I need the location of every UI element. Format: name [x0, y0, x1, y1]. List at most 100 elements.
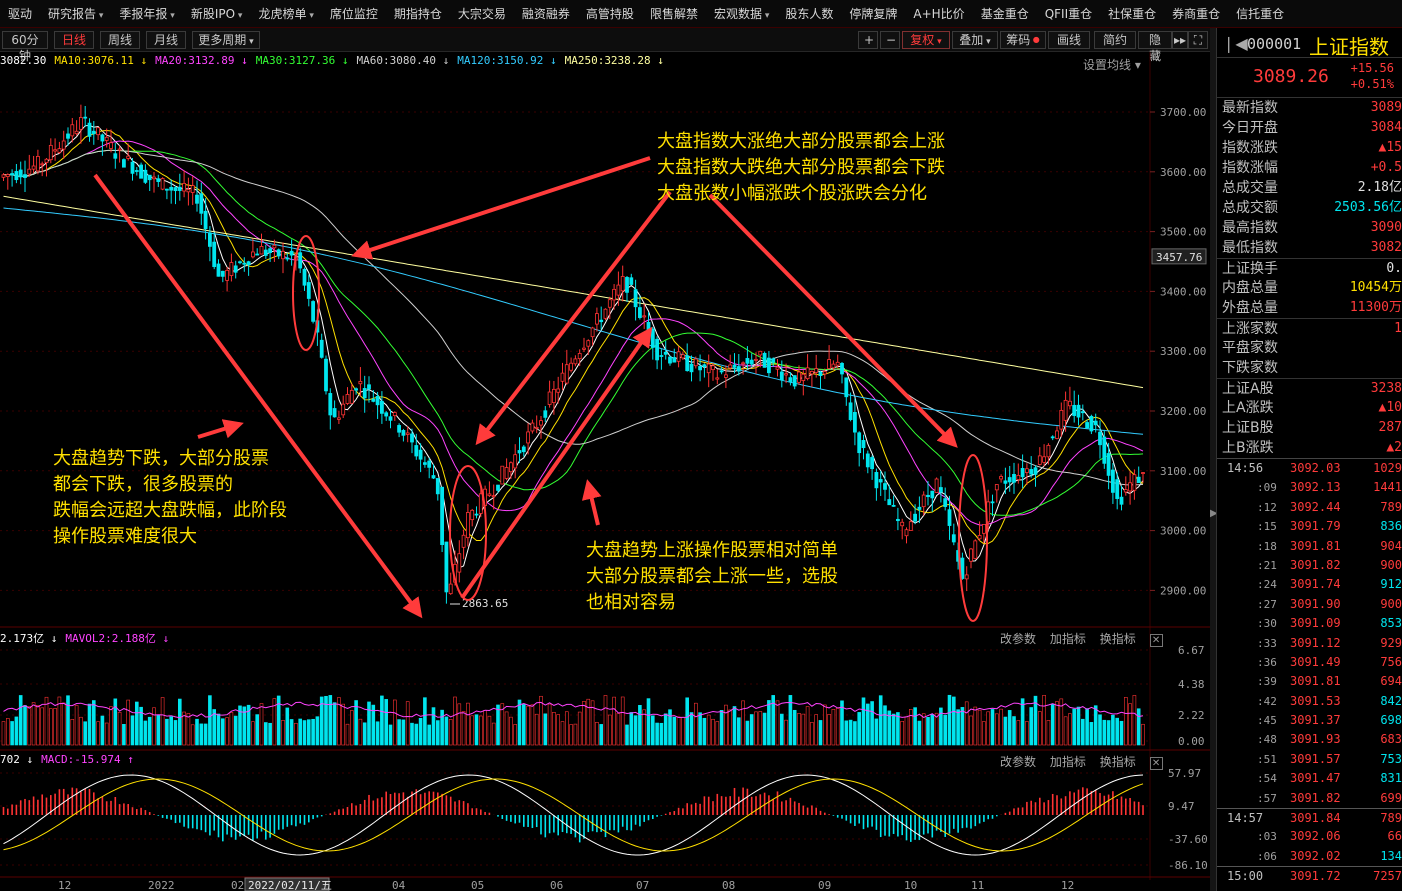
menu-item-11[interactable]: 宏观数据 — [706, 5, 777, 22]
candle-body — [681, 354, 685, 359]
tick-time: :54 — [1257, 772, 1277, 786]
period-daily-button[interactable]: 日线 — [54, 31, 94, 49]
draw-line-button[interactable]: 画线 — [1048, 31, 1090, 49]
candle-body — [263, 249, 268, 256]
menu-item-2[interactable]: 季报年报 — [111, 5, 182, 22]
period-monthly-button[interactable]: 月线 — [146, 31, 186, 49]
period-weekly-button[interactable]: 周线 — [100, 31, 140, 49]
volume-bar — [36, 705, 40, 746]
menu-item-12[interactable]: 股东人数 — [785, 7, 834, 21]
menu-item-18[interactable]: 券商重仓 — [1172, 7, 1221, 21]
chips-button[interactable]: 筹码 ● — [1000, 31, 1046, 49]
macd-close-icon[interactable]: ✕ — [1149, 757, 1163, 770]
candle-body — [397, 425, 402, 433]
splitter-grip-icon[interactable]: ▶ — [1210, 508, 1218, 519]
candle-body — [465, 512, 470, 539]
menu-item-1[interactable]: 研究报告 — [40, 5, 111, 22]
menu-item-16[interactable]: QFII重仓 — [1044, 7, 1093, 21]
vol-close-icon[interactable]: ✕ — [1149, 634, 1163, 647]
more-periods-dropdown[interactable]: 更多周期 — [192, 31, 260, 49]
volume-bar — [650, 715, 655, 746]
menu-item-8[interactable]: 融资融券 — [521, 7, 570, 21]
stat-row: 上B涨跌 ▲2 — [1217, 438, 1402, 458]
stat-label: 上A涨跌 — [1222, 400, 1274, 416]
macd-edit-params-button[interactable]: 改参数 — [1000, 755, 1037, 769]
simple-mode-button[interactable]: 简约 — [1094, 31, 1136, 49]
menu-item-13[interactable]: 停牌复牌 — [849, 7, 898, 21]
vol-add-indicator-button[interactable]: 加指标 — [1049, 632, 1086, 646]
volume-bar — [956, 709, 960, 746]
volume-bar — [392, 699, 397, 746]
tick-volume: 756 — [1380, 654, 1402, 669]
candle-body — [917, 506, 922, 510]
tick-time: :33 — [1257, 636, 1277, 650]
volume-bar — [147, 716, 152, 746]
menu-item-6[interactable]: 期指持仓 — [393, 7, 442, 21]
menu-item-15[interactable]: 基金重仓 — [980, 7, 1029, 21]
volume-bar — [1102, 719, 1107, 746]
menu-item-4[interactable]: 龙虎榜单 — [250, 5, 321, 22]
candle-body — [306, 282, 311, 299]
expand-arrows-icon[interactable]: ▸▸ — [1172, 31, 1188, 49]
chart-grid — [0, 52, 1210, 880]
volume-bar — [405, 701, 410, 746]
menu-item-0[interactable]: 驱动 — [8, 7, 33, 21]
price-change: +15.56 — [1350, 61, 1394, 75]
tick-time: :21 — [1257, 558, 1277, 572]
zoom-out-button[interactable]: − — [880, 31, 900, 49]
volume-bar — [70, 719, 75, 746]
menu-item-5[interactable]: 席位监控 — [329, 7, 378, 21]
candle-body — [96, 127, 100, 136]
menu-item-3[interactable]: 新股IPO — [183, 5, 251, 22]
period-60min-button[interactable]: 60分钟 — [2, 31, 48, 63]
vol-change-indicator-button[interactable]: 换指标 — [1099, 632, 1136, 646]
candle-body — [139, 164, 144, 179]
tick-time: 15:00 — [1227, 869, 1264, 884]
quote-header: ❘◀ 000001 上证指数 — [1217, 28, 1402, 59]
tick-volume: 753 — [1380, 751, 1402, 766]
menu-item-10[interactable]: 限售解禁 — [649, 7, 698, 21]
back-icon[interactable]: ❘◀ — [1222, 34, 1248, 53]
volume-bar — [1042, 695, 1046, 746]
annotation-arrow — [93, 173, 423, 619]
kline-chart[interactable]: 3700.00 3600.00 3500.00 3400.00 3300.00 3200.… — [0, 0, 1210, 891]
fuquan-dropdown[interactable]: 复权 — [902, 31, 950, 49]
annotation-mid-line3: 也相对容易 — [586, 592, 676, 613]
moving-average-lines — [3, 124, 1144, 569]
candle-body — [625, 277, 629, 293]
candle-body — [5, 174, 10, 177]
tick-time: :51 — [1257, 752, 1277, 766]
fullscreen-icon[interactable]: ⛶ — [1188, 31, 1208, 49]
stat-row: 总成交量 2.18亿 — [1217, 178, 1402, 198]
volume-bar — [870, 701, 874, 746]
overlay-dropdown[interactable]: 叠加 — [952, 31, 998, 49]
volume-bar — [1093, 705, 1098, 746]
tick-price: 3092.06 — [1290, 829, 1341, 844]
panel-splitter[interactable]: ▶ — [1210, 28, 1218, 891]
volume-bar — [18, 695, 23, 746]
volume-bar — [986, 711, 991, 746]
candle-body — [53, 149, 57, 152]
top-menu-bar: 驱动研究报告季报年报新股IPO龙虎榜单席位监控 期指持仓 大宗交易 融资融券 高管持股 限… — [0, 0, 1402, 28]
zoom-in-button[interactable]: + — [858, 31, 878, 49]
volume-bar — [31, 702, 36, 746]
menu-item-14[interactable]: A+H比价 — [913, 7, 965, 21]
menu-item-9[interactable]: 高管持股 — [585, 7, 634, 21]
macd-change-indicator-button[interactable]: 换指标 — [1099, 755, 1136, 769]
menu-item-7[interactable]: 大宗交易 — [457, 7, 506, 21]
menu-item-19[interactable]: 信托重仓 — [1236, 7, 1285, 21]
candle-body — [281, 250, 285, 260]
ma-legend-item-6: MA250:3238.28 ↓ — [564, 54, 664, 67]
hide-button[interactable]: 隐藏 — [1138, 31, 1172, 63]
volume-bar — [1072, 708, 1076, 746]
candle-body — [268, 248, 273, 253]
vol-edit-params-button[interactable]: 改参数 — [1000, 632, 1037, 646]
macd-add-indicator-button[interactable]: 加指标 — [1049, 755, 1086, 769]
tick-list[interactable]: 14:56 3092.03 1029:09 3092.13 1441:12 3092.44… — [1217, 458, 1402, 886]
menu-item-17[interactable]: 社保重仓 — [1108, 7, 1157, 21]
ma-legend-item-0: 3082.30 — [0, 54, 47, 67]
volume-bar — [27, 706, 32, 746]
volume-bar — [1046, 720, 1051, 746]
ma-setting-dropdown[interactable]: 设置均线 ▾ — [1083, 58, 1141, 72]
volume-bar — [281, 720, 285, 746]
